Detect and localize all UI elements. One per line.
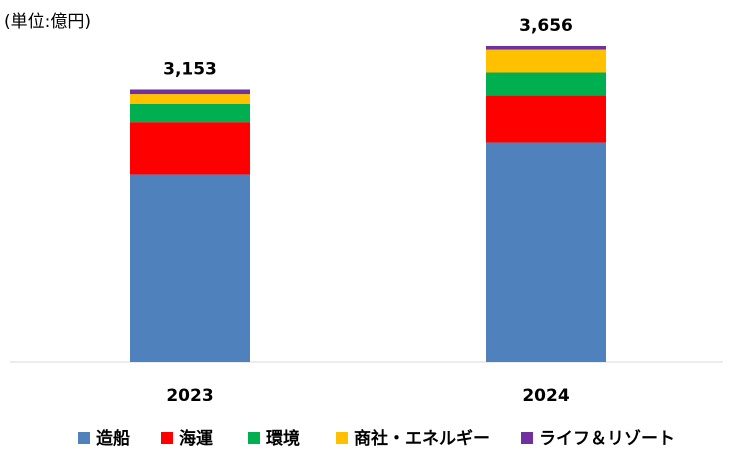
bar-segment bbox=[486, 72, 606, 96]
legend-label: 造船 bbox=[96, 428, 130, 449]
bar-segment bbox=[130, 89, 250, 95]
bar-segment bbox=[486, 49, 606, 73]
legend-label: 商社・エネルギー bbox=[354, 428, 490, 449]
legend-label: ライフ＆リゾート bbox=[539, 429, 675, 449]
legend-swatch bbox=[336, 432, 348, 444]
bar-segment bbox=[486, 46, 606, 50]
bar-segment bbox=[130, 174, 250, 362]
bar-segment bbox=[130, 94, 250, 104]
total-label: 3,656 bbox=[519, 16, 573, 36]
legend-label: 海運 bbox=[179, 428, 213, 449]
legend-label: 環境 bbox=[266, 428, 300, 449]
x-tick-label: 2024 bbox=[522, 386, 569, 406]
bar-segment bbox=[130, 122, 250, 175]
unit-label: (単位:億円) bbox=[4, 12, 91, 32]
bar-segment bbox=[486, 95, 606, 143]
legend-swatch bbox=[161, 432, 173, 444]
total-label: 3,153 bbox=[163, 59, 217, 79]
legend-swatch bbox=[78, 432, 90, 444]
legend-swatch bbox=[248, 432, 260, 444]
legend-swatch bbox=[521, 432, 533, 444]
bar-segment bbox=[486, 142, 606, 362]
bar-segment bbox=[130, 103, 250, 123]
x-tick-label: 2023 bbox=[166, 386, 213, 406]
